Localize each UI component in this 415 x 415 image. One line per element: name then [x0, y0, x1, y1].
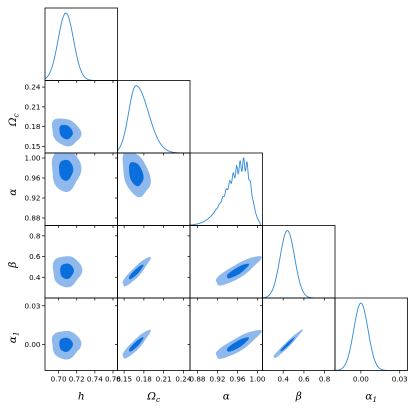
ylabel-alpha1-subscript: 1 — [12, 331, 21, 336]
xtick-label-alpha-3: 1.00 — [249, 375, 265, 384]
xtick-label-alpha-1: 0.92 — [209, 375, 225, 384]
contour-68-h-alpha — [59, 159, 74, 181]
panel-beta-alpha — [215, 256, 262, 286]
panel-alpha-omega_c — [122, 153, 151, 198]
panel-alpha-h — [51, 153, 82, 192]
ytick-label-omega_c-0: 0.15 — [24, 142, 40, 151]
frame-h-h — [44, 7, 118, 81]
ytick-label-alpha-3: 1.00 — [24, 154, 40, 163]
panel-alpha1-alpha1 — [335, 302, 408, 371]
ylabel-omega_c-symbol: Ω — [7, 117, 19, 127]
panel-alpha1-alpha — [215, 329, 262, 359]
ytick-label-omega_c-2: 0.21 — [24, 102, 40, 111]
xtick-label-alpha1-0: 0.00 — [353, 375, 369, 384]
panel-beta-beta — [262, 230, 335, 298]
panel-alpha-alpha — [190, 157, 263, 226]
xtick-label-alpha1-1: 0.03 — [392, 375, 408, 384]
xtick-label-omega_c-2: 0.21 — [156, 375, 172, 384]
xtick-label-alpha-0: 0.88 — [189, 375, 205, 384]
xlabel-h: h — [78, 391, 85, 403]
xlabel-omega_c-subscript: c — [156, 395, 161, 404]
xtick-label-alpha-2: 0.96 — [229, 375, 245, 384]
marginal-beta-curve — [262, 230, 335, 298]
ytick-label-alpha-1: 0.92 — [24, 194, 40, 203]
xtick-label-omega_c-1: 0.18 — [136, 375, 152, 384]
xlabel-h-symbol: h — [78, 391, 85, 403]
xlabel-alpha1-symbol: α — [365, 391, 372, 403]
contour-68-h-omega_c — [59, 124, 73, 140]
xlabel-alpha: α — [223, 391, 230, 403]
marginal-h-curve — [45, 12, 118, 81]
xtick-label-h-2: 0.74 — [87, 375, 103, 384]
frame-alpha1-alpha1 — [334, 297, 408, 371]
ylabel-beta: β — [7, 262, 19, 269]
contour-68-h-beta — [60, 263, 74, 280]
xtick-label-h-1: 0.72 — [69, 375, 85, 384]
ylabel-alpha: α — [7, 189, 19, 196]
ytick-label-omega_c-3: 0.24 — [24, 83, 40, 92]
panel-alpha1-omega_c — [122, 329, 151, 359]
ytick-label-beta-2: 0.8 — [29, 231, 41, 240]
ytick-label-alpha-0: 0.88 — [24, 214, 40, 223]
xtick-label-beta-0: 0.4 — [277, 375, 289, 384]
contour-68-omega_c-beta — [128, 264, 144, 280]
xlabel-omega_c: Ωc — [146, 391, 161, 405]
frame-omega_c-h — [44, 80, 118, 154]
xtick-label-h-0: 0.70 — [51, 375, 67, 384]
contour-68-omega_c-alpha — [128, 162, 144, 187]
xtick-label-omega_c-0: 0.15 — [116, 375, 132, 384]
frame-alpha1-omega_c — [117, 297, 191, 371]
contour-68-h-alpha1 — [59, 337, 73, 352]
panel-alpha1-h — [51, 330, 82, 360]
panel-omega_c-omega_c — [117, 85, 190, 153]
panel-h-h — [45, 12, 118, 81]
marginal-omega_c-curve — [117, 85, 190, 153]
ytick-label-alpha1-0: 0.00 — [24, 340, 40, 349]
xlabel-beta-symbol: β — [295, 391, 302, 403]
frame-beta-omega_c — [117, 225, 191, 299]
contour-68-omega_c-alpha1 — [128, 337, 144, 352]
panel-beta-omega_c — [122, 256, 151, 287]
xlabel-alpha1-subscript: 1 — [372, 395, 377, 404]
xtick-label-beta-1: 0.6 — [298, 375, 310, 384]
ytick-label-omega_c-1: 0.18 — [24, 122, 40, 131]
contour-68-beta-alpha1 — [280, 337, 295, 352]
ytick-label-beta-1: 0.6 — [29, 252, 41, 261]
ylabel-alpha1: α1 — [7, 331, 21, 343]
ylabel-alpha1-symbol: α — [7, 336, 19, 343]
ylabel-omega_c: Ωc — [7, 112, 21, 127]
panel-beta-h — [52, 256, 83, 288]
xtick-label-beta-2: 0.8 — [319, 375, 331, 384]
contour-68-alpha-beta — [226, 263, 250, 279]
marginal-alpha-curve — [190, 157, 263, 226]
marginal-alpha1-curve — [335, 302, 408, 371]
ylabel-alpha-symbol: α — [7, 189, 19, 196]
xtick-label-h-3: 0.76 — [105, 375, 121, 384]
ytick-label-alpha1-1: 0.03 — [24, 301, 40, 310]
xlabel-beta: β — [295, 391, 302, 403]
ylabel-omega_c-subscript: c — [12, 112, 21, 117]
xlabel-alpha-symbol: α — [223, 391, 230, 403]
ytick-label-alpha-2: 0.96 — [24, 174, 40, 183]
xlabel-alpha1: α1 — [365, 391, 377, 405]
frame-omega_c-omega_c — [117, 80, 191, 154]
xlabel-omega_c-symbol: Ω — [146, 391, 156, 403]
contour-68-alpha-alpha1 — [226, 337, 250, 352]
panel-omega_c-h — [51, 118, 82, 147]
xtick-label-omega_c-3: 0.24 — [175, 375, 191, 384]
ylabel-beta-symbol: β — [7, 262, 19, 269]
ytick-label-beta-0: 0.4 — [29, 273, 41, 282]
panel-alpha1-beta — [273, 329, 303, 359]
